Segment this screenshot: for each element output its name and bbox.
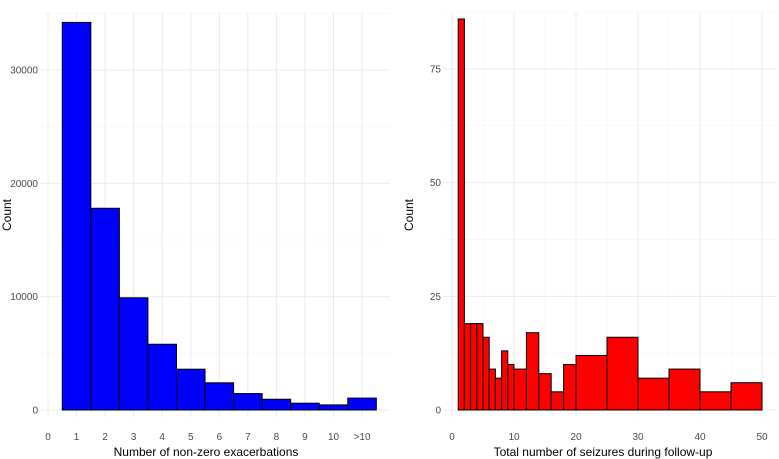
right-y-tick-label: 25 [430, 292, 442, 303]
right-x-tick-labels: 0 10 20 30 40 50 [449, 432, 768, 443]
left-histogram-panel: 0 1 2 3 4 5 6 7 8 9 10 >10 0 10000 20000 30000 Number … [0, 12, 390, 459]
left-x-tick-label: 1 [74, 432, 80, 443]
left-x-tick-label: 4 [159, 432, 165, 443]
right-histogram-bar [606, 336, 639, 411]
right-histogram-bar [637, 377, 670, 411]
right-histogram-bar [463, 323, 472, 411]
right-x-tick-label: 20 [570, 432, 582, 443]
left-x-tick-label: >10 [354, 432, 371, 443]
left-x-tick-labels: 0 1 2 3 4 5 6 7 8 9 10 >10 [45, 432, 371, 443]
right-histogram-bar [550, 391, 565, 411]
right-y-tick-label: 0 [435, 406, 441, 417]
left-histogram-bar [90, 207, 120, 411]
left-histogram-bar [118, 297, 149, 411]
left-bars [61, 21, 377, 411]
right-x-tick-label: 40 [694, 432, 706, 443]
left-x-tick-label: 3 [131, 432, 137, 443]
left-x-tick-label: 2 [102, 432, 108, 443]
right-histogram-bar [501, 350, 509, 411]
right-histogram-bar [482, 336, 490, 411]
right-histogram-bar [513, 368, 527, 411]
right-histogram-bar [494, 377, 503, 411]
left-histogram-bar [204, 382, 235, 411]
left-x-tick-label: 6 [217, 432, 223, 443]
left-histogram-bar [318, 404, 349, 411]
right-histogram-bar [730, 382, 763, 411]
left-y-tick-label: 20000 [10, 179, 38, 190]
right-histogram-bar [538, 373, 552, 411]
left-histogram-bar [175, 368, 206, 411]
left-x-tick-label: 0 [45, 432, 51, 443]
left-x-tick-label: 10 [328, 432, 340, 443]
left-x-tick-label: 7 [245, 432, 251, 443]
left-y-tick-label: 10000 [10, 292, 38, 303]
left-histogram-bar [147, 343, 177, 411]
right-histogram-bar [476, 323, 484, 411]
right-y-tick-label: 50 [430, 178, 442, 189]
left-y-tick-label: 30000 [10, 66, 38, 77]
right-histogram-bar [575, 354, 608, 411]
right-histogram-bar [699, 391, 732, 411]
left-histogram-bar [233, 393, 263, 411]
left-x-axis-title: Number of non-zero exacerbations [114, 445, 299, 459]
right-y-axis-title: Count [402, 198, 416, 231]
right-bars [457, 18, 763, 411]
right-histogram-bar [668, 368, 701, 411]
left-y-tick-labels: 0 10000 20000 30000 [10, 66, 38, 417]
left-y-tick-label: 0 [32, 406, 38, 417]
right-x-tick-label: 50 [756, 432, 768, 443]
right-histogram-bar [488, 368, 496, 411]
left-x-tick-label: 9 [302, 432, 308, 443]
left-x-tick-label: 5 [188, 432, 194, 443]
right-histogram-bar [457, 18, 465, 411]
left-histogram-bar [261, 398, 292, 411]
right-x-tick-label: 10 [508, 432, 520, 443]
right-histogram-panel: 0 10 20 30 40 50 0 25 50 75 Total number of seiz… [402, 11, 776, 459]
right-x-axis-title: Total number of seizures during follow-u… [494, 445, 713, 459]
right-y-tick-label: 75 [430, 65, 442, 76]
right-histogram-bar [507, 364, 515, 411]
right-x-tick-label: 0 [449, 432, 455, 443]
left-histogram-bar [61, 21, 92, 411]
right-y-tick-labels: 0 25 50 75 [430, 65, 442, 417]
left-x-tick-label: 8 [274, 432, 280, 443]
left-y-axis-title: Count [0, 198, 14, 231]
right-histogram-bar [470, 323, 478, 411]
right-histogram-bar [563, 364, 577, 411]
right-histogram-bar [525, 332, 540, 411]
left-histogram-bar [347, 397, 377, 411]
right-x-tick-label: 30 [632, 432, 644, 443]
left-histogram-bar [290, 402, 320, 411]
